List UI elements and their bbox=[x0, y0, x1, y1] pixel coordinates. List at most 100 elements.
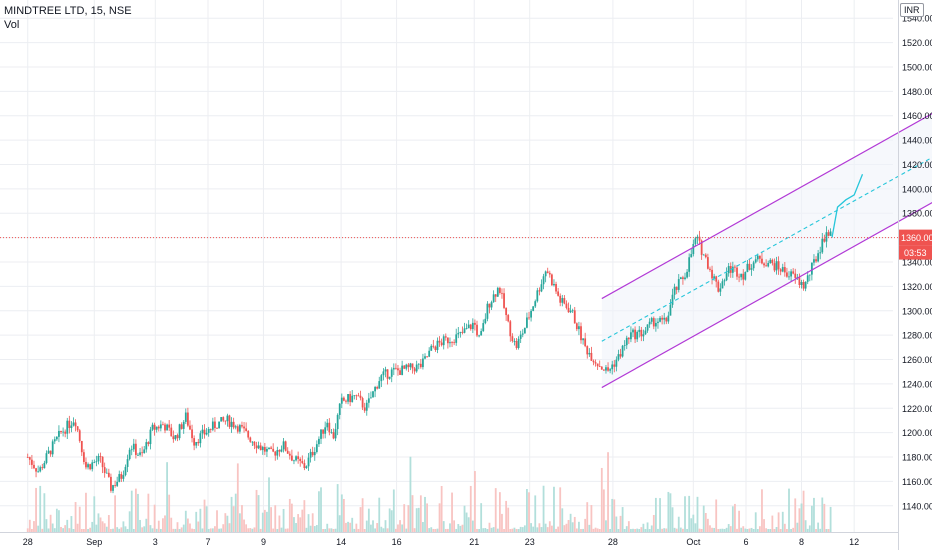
volume-bar bbox=[145, 519, 147, 532]
candle-body bbox=[597, 364, 599, 367]
candle-body bbox=[410, 363, 412, 367]
volume-bar bbox=[751, 528, 753, 532]
volume-bar bbox=[322, 529, 324, 532]
candle-body bbox=[312, 452, 314, 455]
volume-bar bbox=[586, 502, 588, 532]
volume-bar bbox=[603, 489, 605, 532]
volume-bar bbox=[95, 525, 97, 532]
x-tick-label: 8 bbox=[799, 537, 804, 547]
y-tick-label: 1160.00 bbox=[902, 477, 932, 487]
volume-bar bbox=[401, 524, 403, 532]
y-tick-label: 1220.00 bbox=[902, 404, 932, 414]
volume-bar bbox=[407, 505, 409, 532]
x-tick-label: 7 bbox=[205, 537, 210, 547]
channel-fill bbox=[602, 100, 932, 388]
volume-bar bbox=[168, 495, 170, 532]
candle-body bbox=[123, 475, 125, 479]
volume-indicator-label[interactable]: Vol bbox=[4, 19, 19, 31]
volume-bar bbox=[541, 527, 543, 532]
candle-body bbox=[197, 442, 199, 443]
candle-body bbox=[657, 322, 659, 323]
volume-bar bbox=[732, 506, 734, 532]
candle-body bbox=[605, 367, 607, 370]
volume-bar bbox=[509, 529, 511, 532]
candle-body bbox=[229, 416, 231, 427]
candle-body bbox=[782, 267, 784, 271]
candle-body bbox=[468, 325, 470, 329]
volume-bar bbox=[170, 518, 172, 532]
candle-body bbox=[501, 293, 503, 294]
candle-body bbox=[615, 360, 617, 367]
candle-body bbox=[37, 471, 39, 472]
candle-body bbox=[95, 461, 97, 462]
candle-body bbox=[653, 318, 655, 326]
symbol-title[interactable]: MINDTREE LTD, 15, NSE bbox=[4, 5, 132, 17]
volume-bar bbox=[77, 524, 79, 532]
candle-body bbox=[50, 451, 52, 455]
volume-bar bbox=[757, 529, 759, 532]
volume-bar bbox=[563, 525, 565, 532]
volume-bar bbox=[229, 523, 231, 532]
candle-body bbox=[447, 338, 449, 344]
candle-body bbox=[803, 282, 805, 289]
candle-body bbox=[547, 271, 549, 272]
candle-body bbox=[674, 287, 676, 295]
volume-bar bbox=[118, 529, 120, 532]
candle-body bbox=[249, 438, 251, 442]
candle-body bbox=[555, 284, 557, 291]
volume-bars bbox=[27, 452, 832, 532]
volume-bar bbox=[484, 528, 486, 532]
volume-bar bbox=[595, 528, 597, 532]
candle-body bbox=[435, 347, 437, 350]
candle-body bbox=[385, 369, 387, 371]
volume-bar bbox=[780, 529, 782, 532]
candle-body bbox=[64, 432, 66, 434]
candle-body bbox=[389, 377, 391, 379]
volume-bar bbox=[102, 521, 104, 532]
candle-body bbox=[264, 447, 266, 452]
candle-body bbox=[715, 276, 717, 281]
candle-body bbox=[753, 262, 755, 268]
volume-bar bbox=[705, 513, 707, 532]
volume-bar bbox=[803, 491, 805, 532]
candle-body bbox=[87, 464, 89, 467]
volume-bar bbox=[553, 487, 555, 532]
volume-bar bbox=[566, 524, 568, 532]
candle-body bbox=[593, 361, 595, 362]
candle-body bbox=[778, 261, 780, 269]
candle-body bbox=[41, 467, 43, 468]
candle-body bbox=[690, 254, 692, 257]
volume-bar bbox=[680, 528, 682, 532]
candle-body bbox=[576, 323, 578, 329]
volume-bar bbox=[206, 506, 208, 532]
volume-bar bbox=[449, 523, 451, 532]
candle-body bbox=[272, 449, 274, 452]
volume-bar bbox=[195, 512, 197, 532]
candle-body bbox=[628, 338, 630, 339]
volume-bar bbox=[582, 529, 584, 532]
candle-body bbox=[738, 277, 740, 278]
volume-bar bbox=[630, 529, 632, 532]
volume-bar bbox=[561, 508, 563, 532]
currency-badge[interactable]: INR bbox=[900, 3, 924, 17]
y-tick-label: 1280.00 bbox=[902, 331, 932, 341]
candle-body bbox=[68, 421, 70, 428]
candle-body bbox=[457, 333, 459, 334]
candle-body bbox=[328, 423, 330, 433]
volume-bar bbox=[584, 519, 586, 532]
candle-body bbox=[241, 425, 243, 426]
candle-body bbox=[235, 426, 237, 427]
candle-body bbox=[380, 375, 382, 381]
candle-body bbox=[387, 369, 389, 378]
volume-bar bbox=[628, 521, 630, 532]
candle-body bbox=[333, 432, 335, 438]
volume-bar bbox=[647, 522, 649, 532]
candle-body bbox=[54, 439, 56, 441]
candle-body bbox=[728, 266, 730, 273]
candle-body bbox=[81, 441, 83, 452]
volume-bar bbox=[493, 527, 495, 532]
volume-bar bbox=[318, 491, 320, 532]
